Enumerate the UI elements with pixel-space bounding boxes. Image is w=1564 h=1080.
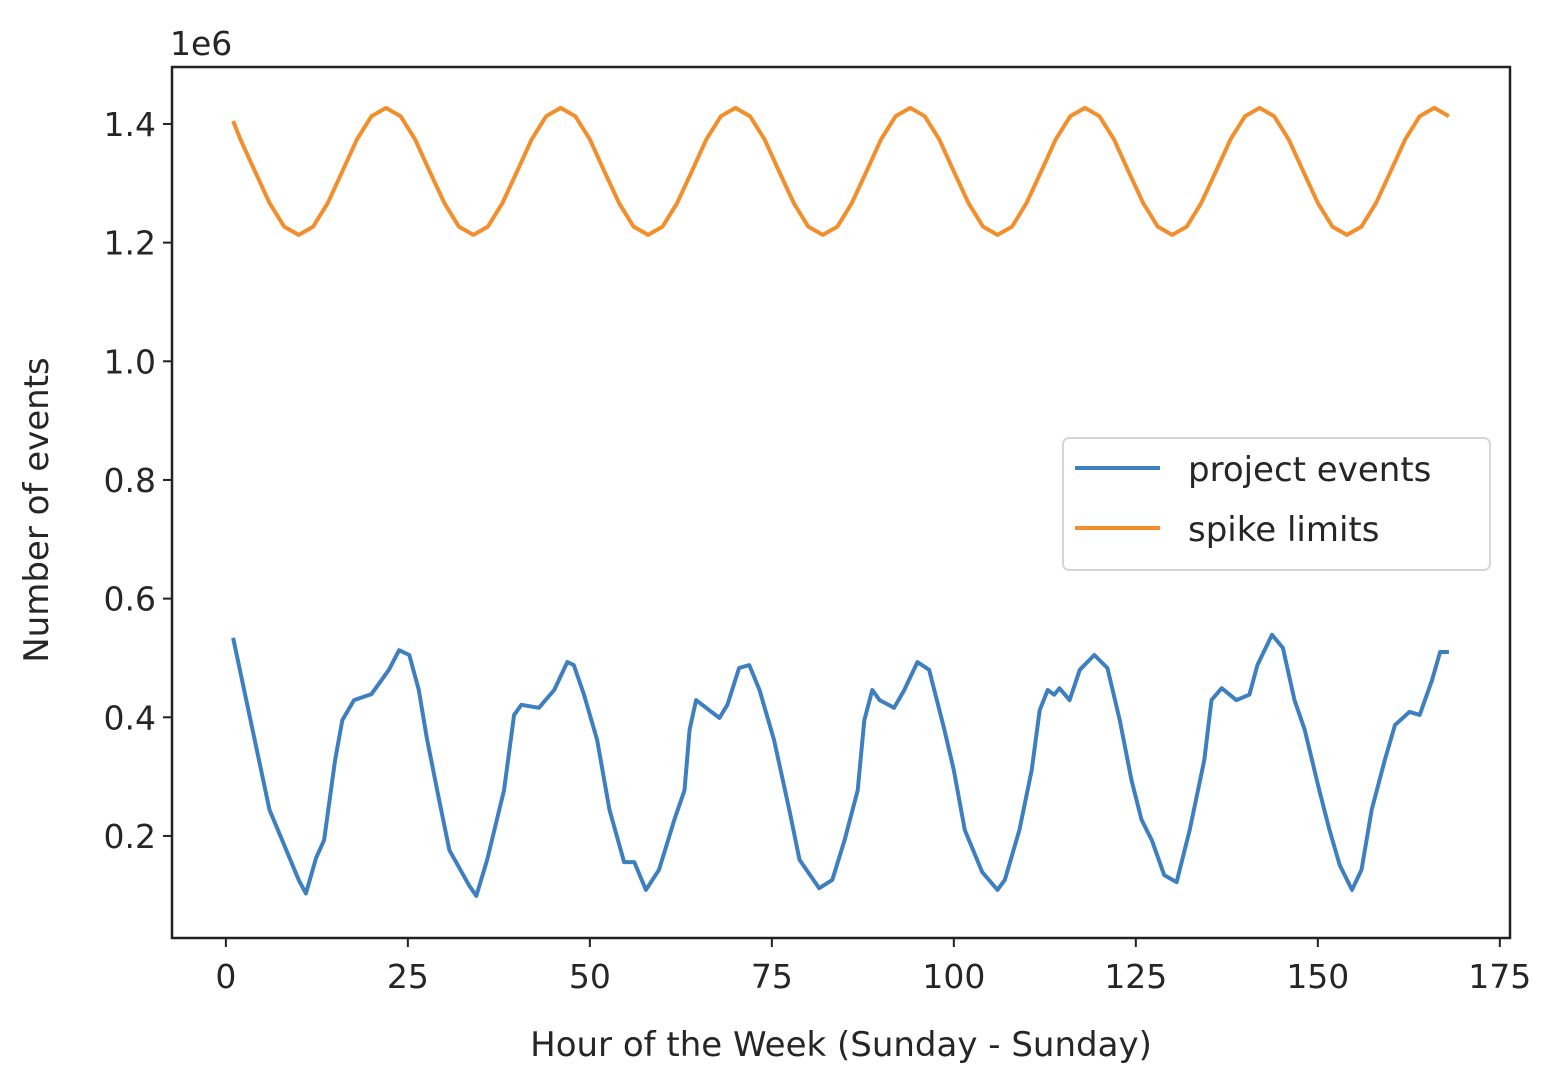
x-axis-label: Hour of the Week (Sunday - Sunday) [530,1025,1152,1065]
plot-frame [170,65,1512,940]
y-tick-label: 1.4 [104,105,156,144]
x-tick-label: 50 [569,957,611,996]
x-tick-label: 0 [215,957,236,996]
x-tick-label: 75 [751,957,793,996]
x-axis: 0 25 50 75 100 125 150 175 [215,938,1531,996]
y-tick-label: 0.2 [104,817,156,856]
y-tick-label: 0.4 [104,698,156,737]
y-multiplier-label: 1e6 [170,24,232,63]
y-tick-label: 1.2 [104,224,156,263]
series-line-spike-limits [231,105,1450,237]
legend: project events spike limits [1062,437,1491,571]
y-tick-label: 1.0 [104,342,156,381]
y-axis: 0.2 0.4 0.6 0.8 1.0 1.2 1.4 [104,105,172,856]
series-layer [231,105,1450,898]
x-tick-label: 25 [387,957,429,996]
legend-label-spike-limits: spike limits [1188,510,1379,550]
series-line-project-events [231,632,1449,898]
x-tick-label: 125 [1104,957,1167,996]
y-tick-label: 0.6 [104,580,156,619]
legend-label-project-events: project events [1188,450,1431,490]
x-tick-label: 100 [922,957,985,996]
legend-box [1062,437,1491,571]
y-tick-label: 0.8 [104,461,156,500]
x-tick-label: 150 [1286,957,1349,996]
x-tick-label: 175 [1468,957,1531,996]
y-axis-label: Number of events [17,357,57,663]
